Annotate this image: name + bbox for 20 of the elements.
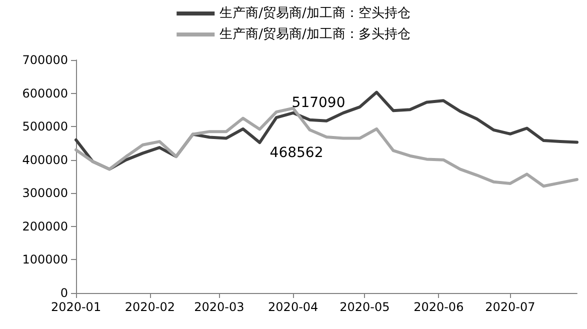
x-tick-label: 2020-04 — [268, 300, 318, 314]
x-tick-label: 2020-01 — [50, 300, 102, 314]
data-label: 517090 — [292, 94, 346, 111]
x-tick-label: 2020-02 — [124, 300, 176, 314]
y-tick-label: 700000 — [22, 53, 68, 67]
x-tick-label: 2020-06 — [414, 300, 464, 314]
legend-label: 生产商/贸易商/加工商：空头持仓 — [220, 6, 410, 21]
x-tick-label: 2020-05 — [340, 300, 390, 314]
x-tick-label: 2020-03 — [194, 300, 244, 314]
x-tick-label: 2020-07 — [485, 300, 536, 314]
y-tick-label: 200000 — [22, 219, 68, 234]
y-tick-label: 0 — [60, 286, 68, 300]
line-series — [74, 106, 578, 188]
y-tick-label: 500000 — [22, 120, 68, 134]
y-tick-label: 300000 — [22, 186, 68, 200]
data-label: 468562 — [270, 145, 324, 162]
y-tick-label: 400000 — [22, 152, 68, 167]
legend-label: 生产商/贸易商/加工商：多头持仓 — [220, 27, 410, 42]
y-tick-label: 100000 — [22, 252, 68, 267]
y-tick-label: 600000 — [22, 86, 68, 100]
